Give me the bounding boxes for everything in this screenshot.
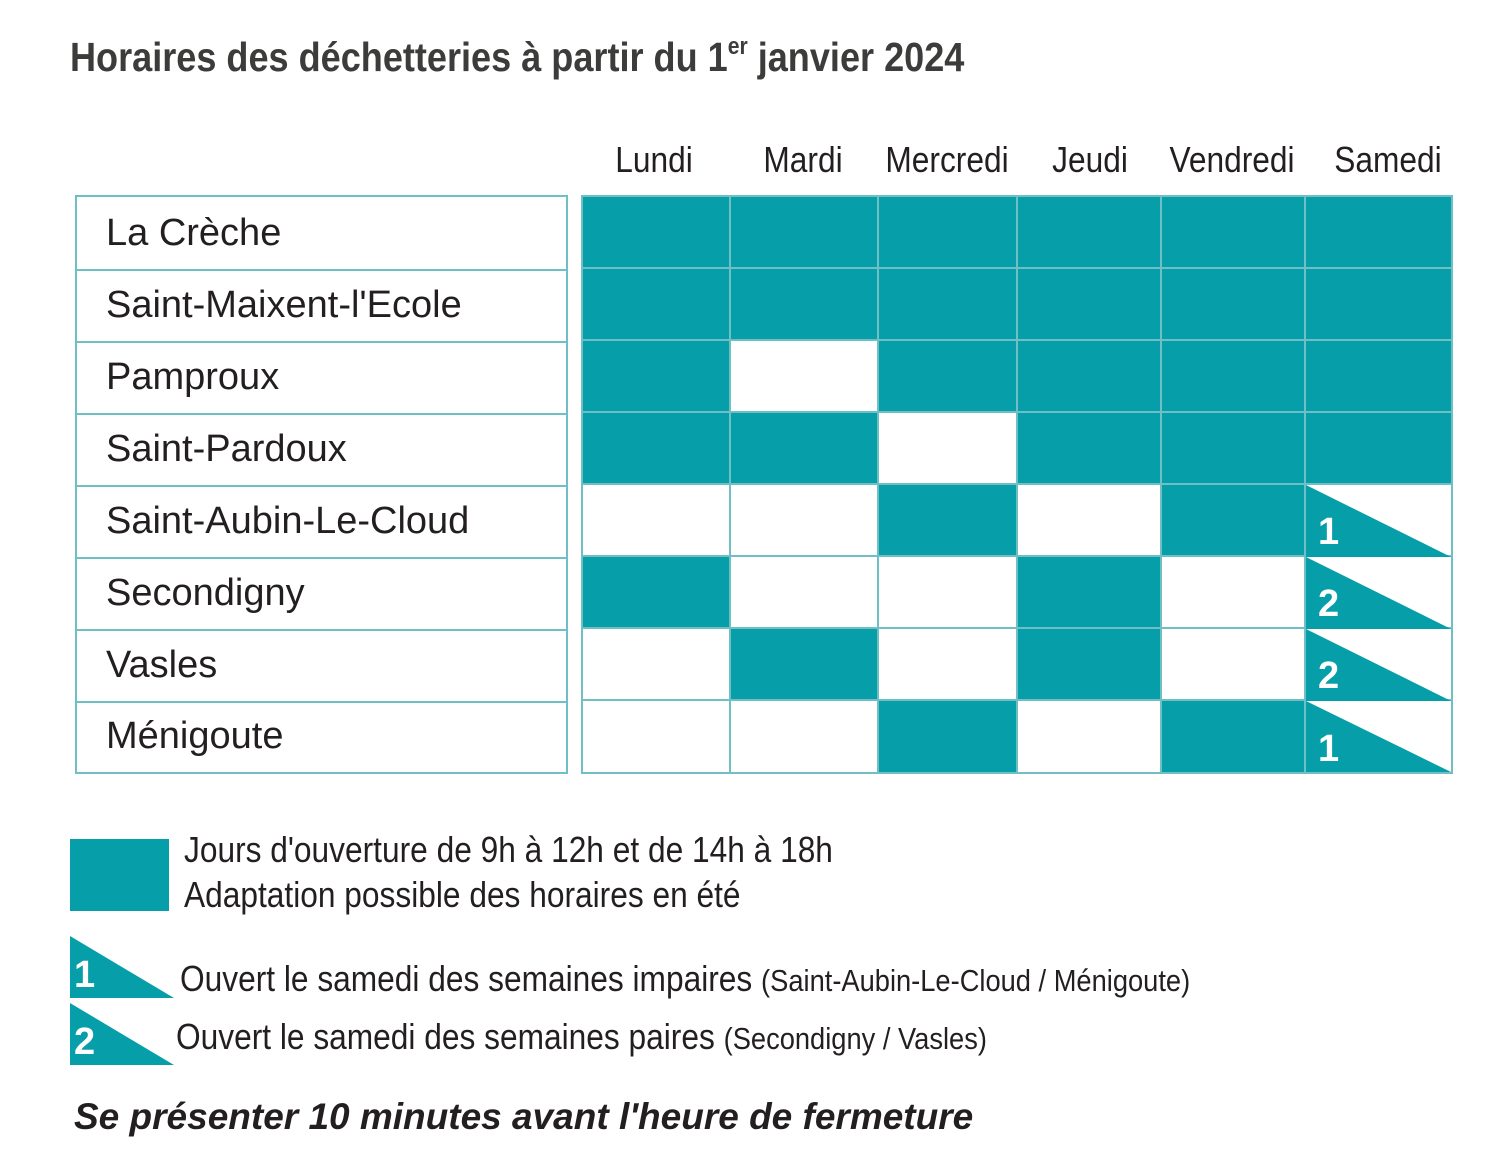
schedule-cell-open — [731, 197, 879, 269]
schedule-cell-closed — [731, 485, 879, 557]
site-name: La Crèche — [77, 197, 566, 271]
legend-open-line1: Jours d'ouverture de 9h à 12h et de 14h … — [184, 829, 833, 870]
schedule-cell-open — [583, 341, 731, 413]
schedule-cell-open — [1306, 413, 1451, 485]
site-name-column: La Crèche Saint-Maixent-l'Ecole Pamproux Sa… — [75, 195, 568, 774]
legend-odd-number: 1 — [74, 954, 96, 996]
schedule-cell-closed — [879, 629, 1018, 701]
schedule-cell-open — [583, 413, 731, 485]
site-name: Pamproux — [77, 341, 566, 415]
legend-even-text: Ouvert le samedi des semaines paires (Se… — [176, 1015, 987, 1061]
day-header-lundi: Lundi — [615, 139, 693, 180]
site-name: Saint-Maixent-l'Ecole — [77, 269, 566, 343]
schedule-cell-closed — [583, 701, 731, 772]
schedule-cell-closed — [1018, 485, 1162, 557]
schedule-cell-open — [731, 269, 879, 341]
schedule-cell-open — [1018, 197, 1162, 269]
schedule-cell-open — [1162, 341, 1306, 413]
footer-note: Se présenter 10 minutes avant l'heure de… — [74, 1096, 974, 1137]
week-parity-number: 2 — [1318, 655, 1340, 697]
schedule-cell-odd: 1 — [1306, 485, 1451, 557]
schedule-cell-open — [879, 341, 1018, 413]
site-name: Saint-Aubin-Le-Cloud — [77, 485, 566, 559]
week-parity-number: 1 — [1318, 728, 1340, 770]
triangle-even-icon — [70, 1003, 174, 1065]
schedule-cell-closed — [1162, 557, 1306, 629]
schedule-cell-open — [1018, 341, 1162, 413]
day-header-vendredi: Vendredi — [1169, 139, 1295, 180]
schedule-cell-open — [1018, 629, 1162, 701]
schedule-cell-open — [1162, 269, 1306, 341]
schedule-cell-closed — [1018, 701, 1162, 772]
triangle-odd-icon — [70, 936, 174, 998]
schedule-cell-open — [1306, 269, 1451, 341]
schedule-cell-open — [1018, 269, 1162, 341]
schedule-cell-closed — [731, 557, 879, 629]
legend-open-line2: Adaptation possible des horaires en été — [184, 874, 741, 915]
week-parity-number: 2 — [1318, 583, 1340, 625]
legend-even-sites: (Secondigny / Vasles) — [723, 1021, 987, 1056]
schedule-cell-open — [1162, 413, 1306, 485]
legend-odd-label: Ouvert le samedi des semaines impaires — [180, 958, 753, 999]
site-name: Ménigoute — [106, 715, 284, 757]
triangle-even-icon — [1306, 629, 1451, 701]
schedule-cell-closed — [879, 413, 1018, 485]
schedule-cell-open — [583, 269, 731, 341]
schedule-cell-open — [583, 557, 731, 629]
schedule-cell-closed — [583, 629, 731, 701]
schedule-cell-open — [731, 629, 879, 701]
schedule-cell-open — [879, 701, 1018, 772]
site-name: Saint-Pardoux — [77, 413, 566, 487]
schedule-grid: 1 2 2 1 — [581, 195, 1453, 774]
schedule-cell-open — [1162, 701, 1306, 772]
page-title: Horaires des déchetteries à partir du 1e… — [70, 33, 965, 80]
day-header-samedi: Samedi — [1334, 139, 1442, 180]
triangle-even-icon — [1306, 557, 1451, 629]
schedule-cell-closed — [583, 485, 731, 557]
schedule-cell-open — [583, 197, 731, 269]
legend-even-week-icon: 2 — [70, 1003, 174, 1065]
legend-odd-week-icon: 1 — [70, 936, 174, 998]
schedule-cell-closed — [879, 557, 1018, 629]
schedule-cell-open — [731, 413, 879, 485]
triangle-odd-icon — [1306, 701, 1451, 772]
legend-even-label: Ouvert le samedi des semaines paires — [176, 1016, 715, 1057]
schedule-cell-odd: 1 — [1306, 701, 1451, 772]
schedule-cell-closed — [731, 341, 879, 413]
day-header-jeudi: Jeudi — [1052, 139, 1128, 180]
legend-open-swatch — [70, 839, 169, 911]
site-name: Vasles — [77, 629, 566, 703]
schedule-cell-open — [879, 197, 1018, 269]
legend-odd-text: Ouvert le samedi des semaines impaires (… — [180, 957, 1190, 1003]
schedule-cell-open — [1162, 197, 1306, 269]
schedule-cell-open — [1306, 341, 1451, 413]
legend-even-number: 2 — [74, 1021, 96, 1063]
schedule-cell-open — [1162, 485, 1306, 557]
week-parity-number: 1 — [1318, 511, 1340, 553]
schedule-cell-closed — [731, 701, 879, 772]
day-header-mardi: Mardi — [763, 139, 843, 180]
schedule-cell-open — [1018, 413, 1162, 485]
day-header-mercredi: Mercredi — [885, 139, 1009, 180]
schedule-cell-closed — [1162, 629, 1306, 701]
legend-odd-sites: (Saint-Aubin-Le-Cloud / Ménigoute) — [761, 963, 1191, 998]
site-name: Secondigny — [77, 557, 566, 631]
schedule-cell-even: 2 — [1306, 629, 1451, 701]
triangle-odd-icon — [1306, 485, 1451, 557]
schedule-cell-even: 2 — [1306, 557, 1451, 629]
schedule-cell-open — [1306, 197, 1451, 269]
schedule-cell-open — [879, 485, 1018, 557]
schedule-cell-open — [1018, 557, 1162, 629]
schedule-cell-open — [879, 269, 1018, 341]
